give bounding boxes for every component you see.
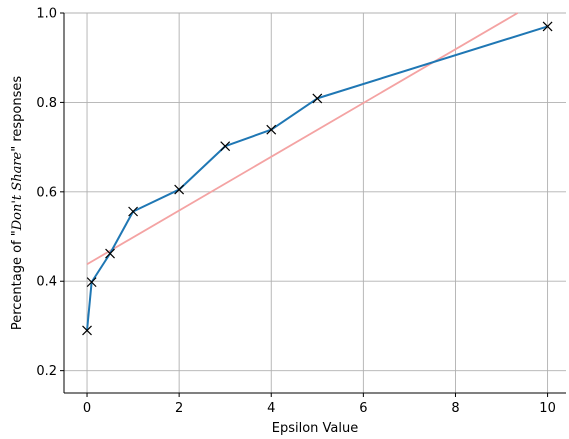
grid <box>64 12 566 393</box>
series-layer <box>82 21 553 336</box>
y-tick-label: 0.4 <box>36 275 57 290</box>
y-tick-label: 0.8 <box>36 96 57 111</box>
x-tick-label: 8 <box>451 401 459 416</box>
x-tick-label: 2 <box>175 401 183 416</box>
data-point-marker <box>312 93 323 104</box>
data-point-marker <box>174 184 185 195</box>
x-tick-label: 4 <box>267 401 275 416</box>
data-point-marker <box>220 141 231 152</box>
axes-frame <box>63 13 566 394</box>
y-tick-label: 0.2 <box>36 364 57 379</box>
y-axis-label-prefix: Percentage of " <box>10 230 25 330</box>
y-tick-label: 1.0 <box>36 7 57 22</box>
y-axis-label-suffix: " responses <box>10 76 25 152</box>
x-tick-label: 6 <box>359 401 367 416</box>
x-axis-ticks: 0 2 4 6 8 10 <box>83 393 556 416</box>
data-point-marker <box>82 325 92 336</box>
trendline <box>86 12 519 266</box>
y-axis-label-italic: Don't Share <box>10 151 25 231</box>
data-point-marker <box>86 277 97 288</box>
data-point-marker <box>266 124 277 135</box>
y-axis-ticks: 0.2 0.4 0.6 0.8 1.0 <box>36 7 64 379</box>
y-tick-label: 0.6 <box>36 185 57 200</box>
data-point-marker <box>105 248 115 259</box>
trendline-layer <box>86 12 519 266</box>
x-tick-label: 10 <box>539 401 556 416</box>
series-line <box>86 25 548 331</box>
x-tick-label: 0 <box>83 401 91 416</box>
data-point-marker <box>128 206 139 217</box>
data-point-marker <box>542 21 553 32</box>
x-axis-label: Epsilon Value <box>272 421 359 436</box>
y-axis-label: Percentage of "Don't Share" responses <box>10 76 25 331</box>
